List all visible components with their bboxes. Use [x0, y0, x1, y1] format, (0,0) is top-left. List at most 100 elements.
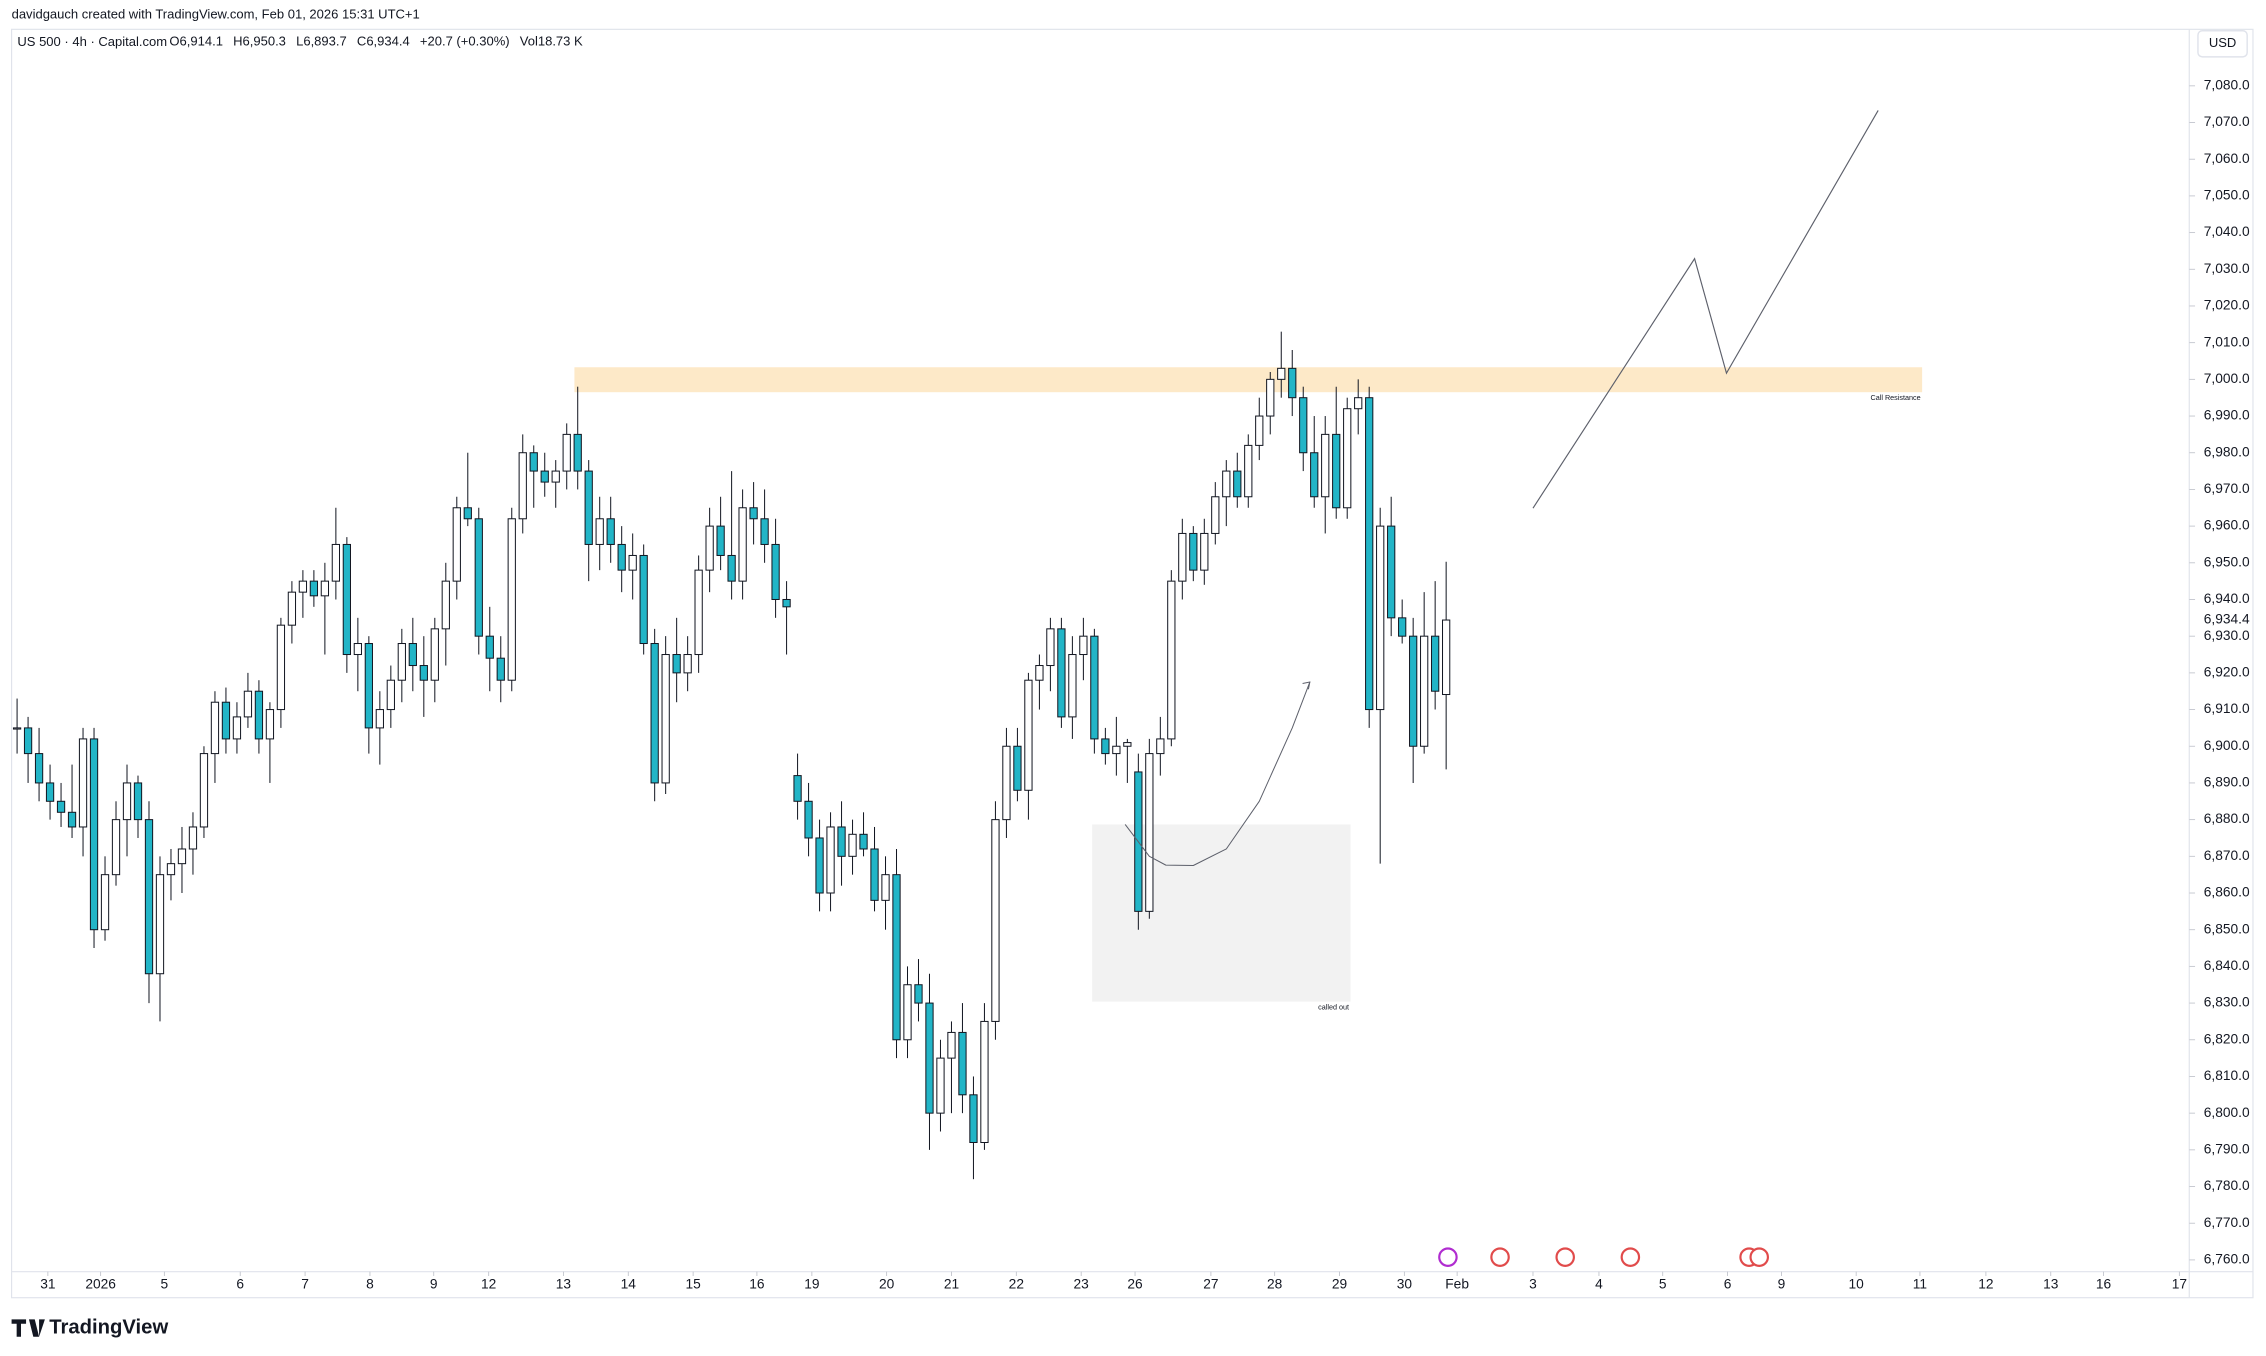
candle-body	[771, 543, 780, 600]
candle-body	[694, 569, 703, 656]
x-tick-label: 10	[1849, 1276, 1865, 1291]
candle-body	[155, 874, 165, 975]
x-tick-label: 6	[1724, 1276, 1732, 1291]
candle-body	[287, 591, 297, 626]
zone-label: called out	[1318, 1002, 1349, 1011]
candle-body	[133, 782, 143, 821]
event-icon[interactable]	[1620, 1247, 1641, 1267]
brand: TradingView	[49, 1316, 168, 1338]
currency-box[interactable]	[2197, 30, 2248, 58]
x-tick-label: 27	[1203, 1276, 1218, 1291]
candle-body	[507, 518, 516, 681]
projection-line	[1532, 110, 1879, 509]
candle-body	[1101, 738, 1110, 755]
candle-body	[254, 690, 264, 740]
y-tick-label: 6,870.0	[2204, 848, 2250, 863]
candle-body	[804, 800, 813, 839]
candle-body	[485, 635, 494, 659]
currency[interactable]: USD	[2209, 35, 2236, 50]
y-tick-label: 7,030.0	[2204, 261, 2250, 276]
x-tick-label: 15	[685, 1276, 701, 1291]
y-tick-label: 7,060.0	[2204, 151, 2250, 166]
candle-body	[1112, 745, 1121, 755]
candle-body	[375, 709, 384, 729]
candle-body	[793, 775, 802, 802]
y-tick-label: 7,040.0	[2204, 224, 2250, 239]
candle-body	[1310, 452, 1319, 498]
candle-body	[463, 507, 472, 520]
candle-body	[859, 833, 868, 850]
candle-body	[815, 837, 824, 894]
y-tick-label: 6,880.0	[2204, 811, 2250, 826]
candle-body	[166, 863, 176, 876]
candle-body	[705, 525, 714, 571]
candle-body	[980, 1020, 989, 1144]
legend-value: +20.7 (+0.30%)	[420, 34, 510, 49]
legend-item: O6,914.1	[169, 34, 223, 49]
candle-body	[1090, 635, 1099, 740]
candle-body	[1442, 619, 1451, 696]
candle-body	[1398, 617, 1407, 637]
legend-item: +20.7 (+0.30%)	[420, 34, 510, 49]
x-tick-label: 29	[1332, 1276, 1347, 1291]
y-tick-label: 6,820.0	[2204, 1031, 2250, 1046]
candle-body	[1354, 397, 1363, 410]
legend-value: 6,893.7	[303, 34, 346, 49]
x-tick-label: 26	[1127, 1276, 1143, 1291]
x-tick-label: 13	[556, 1276, 572, 1291]
candle-body	[1035, 665, 1044, 681]
candle-body	[749, 507, 758, 520]
candle-body	[1409, 635, 1418, 747]
candle-body	[111, 819, 121, 876]
candle-body	[1068, 654, 1077, 718]
y-tick-label: 7,050.0	[2204, 188, 2250, 203]
legend-value: 18.73 K	[538, 34, 583, 49]
event-icon[interactable]	[1490, 1247, 1510, 1267]
x-tick-label: 16	[749, 1276, 765, 1291]
candle-body	[1321, 433, 1330, 498]
event-icon[interactable]	[1749, 1247, 1770, 1267]
x-tick-label: 31	[40, 1276, 55, 1291]
candle-body	[221, 701, 231, 740]
candle-body	[452, 507, 461, 582]
candle-body	[408, 643, 417, 667]
event-icon[interactable]	[1555, 1247, 1575, 1267]
candle-body	[331, 543, 341, 582]
candle-body	[1200, 532, 1209, 571]
arrow-head	[1302, 681, 1311, 690]
legend-item: C6,934.4	[357, 34, 410, 49]
candle-body	[639, 554, 648, 645]
candle-body	[1167, 580, 1176, 740]
x-tick-label: 21	[944, 1276, 959, 1291]
zone	[574, 367, 1923, 393]
candle-body	[309, 580, 319, 597]
y-tick-label: 6,810.0	[2204, 1068, 2250, 1083]
candle-body	[23, 727, 33, 755]
x-tick-label: 11	[1913, 1276, 1927, 1291]
y-tick-label: 6,980.0	[2204, 444, 2250, 459]
candle-body	[782, 598, 791, 608]
x-tick-label: Feb	[1445, 1276, 1469, 1291]
candle-body	[1024, 679, 1033, 791]
candle-body	[826, 826, 835, 894]
x-tick-label: 19	[804, 1276, 819, 1291]
legend-item: Vol18.73 K	[520, 34, 583, 49]
candle-body	[1277, 367, 1286, 380]
candle-body	[617, 543, 626, 571]
candle-body	[122, 782, 132, 821]
candle-body	[958, 1031, 967, 1096]
candle-body	[716, 525, 725, 556]
legend-key: Vol	[520, 34, 538, 49]
candle-body	[661, 654, 670, 784]
candle-body	[903, 984, 912, 1041]
candle-body	[232, 716, 242, 740]
x-tick-label: 12	[481, 1276, 496, 1291]
legend-item: L6,893.7	[296, 34, 347, 49]
y-tick-label: 6,790.0	[2204, 1141, 2250, 1156]
candle-body	[177, 848, 187, 865]
y-tick-label: 6,910.0	[2204, 701, 2250, 716]
candle-body	[683, 654, 692, 674]
event-icon[interactable]	[1438, 1247, 1458, 1267]
